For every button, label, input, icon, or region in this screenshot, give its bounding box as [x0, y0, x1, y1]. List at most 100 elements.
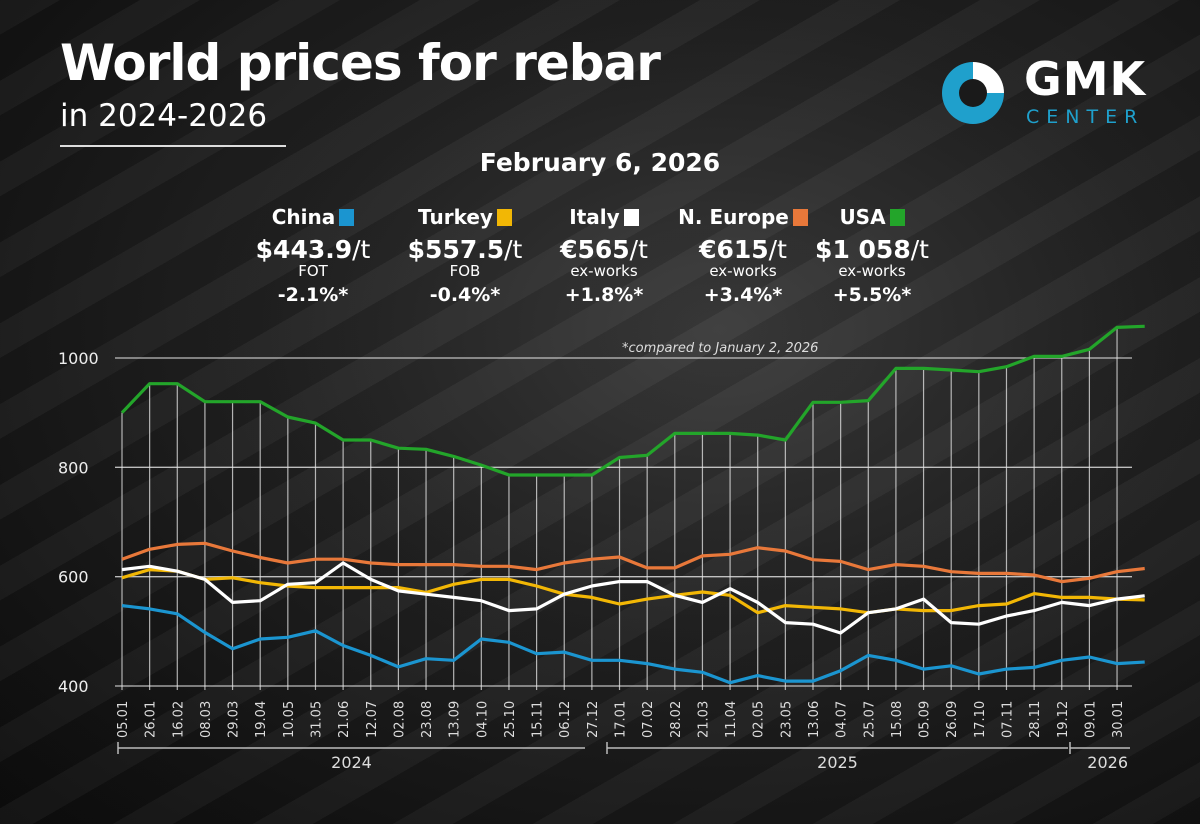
price-unit: /t	[910, 235, 929, 264]
x-tick-label: 16.02	[171, 701, 186, 738]
x-tick-label: 19.12	[1056, 701, 1071, 738]
x-tick-label: 09.01	[1083, 701, 1098, 738]
x-tick-label: 25.07	[862, 701, 877, 738]
x-tick-label: 31.05	[309, 701, 324, 738]
x-tick-label: 17.10	[973, 701, 988, 738]
x-tick-label: 28.11	[1028, 701, 1043, 738]
series-line-turkey	[121, 567, 1145, 615]
x-tick-label: 23.05	[779, 701, 794, 738]
x-tick-label: 26.01	[144, 701, 159, 738]
x-tick-label: 13.09	[448, 701, 463, 738]
x-tick-label: 05.09	[918, 701, 933, 738]
series-line-usa	[120, 324, 1145, 477]
x-tick-label: 11.04	[724, 701, 739, 738]
price-basis: FOB	[449, 262, 481, 280]
comparison-note: *compared to January 2, 2026	[622, 341, 819, 356]
price-change: -2.1%*	[277, 284, 349, 306]
price-basis: ex-works	[570, 262, 638, 280]
legend-item-turkey: Turkey $557.5/t FOB -0.4%*	[385, 205, 545, 306]
legend-label: Italy	[569, 205, 620, 229]
y-tick-label: 600	[58, 568, 89, 587]
x-tick-label: 07.02	[641, 701, 656, 738]
x-tick-label: 12.07	[365, 701, 380, 738]
price-change: -0.4%*	[429, 284, 501, 306]
legend-label: China	[271, 205, 336, 229]
price-currency: €	[699, 235, 717, 264]
legend-name: China	[233, 205, 393, 229]
price-unit: /t	[352, 235, 371, 264]
logo-ring-icon	[942, 62, 1004, 124]
title-underline	[60, 145, 286, 147]
series-line-italy	[121, 561, 1145, 635]
legend-swatch	[339, 209, 355, 226]
legend-price: $443.9/t	[233, 235, 393, 264]
legend-name: Turkey	[385, 205, 545, 229]
year-label: 2025	[817, 753, 858, 772]
x-tick-label: 08.03	[199, 701, 214, 738]
legend-item-n-europe: N. Europe €615/t ex-works +3.4%*	[663, 205, 823, 306]
x-tick-label: 02.08	[392, 701, 407, 738]
legend-name: N. Europe	[663, 205, 823, 229]
x-tick-label: 26.09	[945, 701, 960, 738]
legend-label: N. Europe	[678, 205, 789, 229]
price-basis: ex-works	[838, 262, 906, 280]
x-tick-label: 13.06	[807, 701, 822, 738]
price-basis: ex-works	[709, 262, 777, 280]
price-currency: $	[255, 235, 274, 264]
x-tick-label: 15.11	[531, 701, 546, 738]
legend-price: €565/t	[524, 235, 684, 264]
x-tick-label: 28.02	[669, 701, 684, 738]
legend-price: $557.5/t	[385, 235, 545, 264]
legend-name: Italy	[524, 205, 684, 229]
legend-price: $1 058/t	[792, 235, 952, 264]
price-basis: FOT	[298, 262, 328, 280]
page-title: World prices for rebar	[60, 34, 661, 92]
y-tick-label: 1000	[58, 349, 99, 368]
x-tick-label: 06.12	[558, 701, 573, 738]
legend-swatch	[623, 209, 639, 226]
x-tick-label: 04.07	[835, 701, 850, 738]
x-tick-label: 15.08	[890, 701, 905, 738]
x-tick-label: 19.04	[254, 701, 269, 738]
x-tick-label: 10.05	[282, 701, 297, 738]
legend-item-italy: Italy €565/t ex-works +1.8%*	[524, 205, 684, 306]
x-tick-label: 07.11	[1000, 701, 1015, 738]
legend-label: USA	[839, 205, 886, 229]
price-unit: /t	[629, 235, 648, 264]
year-label: 2026	[1087, 753, 1128, 772]
report-date: February 6, 2026	[479, 148, 721, 177]
legend-name: USA	[792, 205, 952, 229]
legend-label: Turkey	[418, 205, 493, 229]
price-change: +1.8%*	[564, 284, 644, 306]
x-tick-label: 04.10	[475, 701, 490, 738]
x-tick-label: 02.05	[752, 701, 767, 738]
legend-item-china: China $443.9/t FOT -2.1%*	[233, 205, 393, 306]
price-currency: €	[560, 235, 578, 264]
x-tick-label: 23.08	[420, 701, 435, 738]
x-tick-label: 29.03	[227, 701, 242, 738]
price-change: +5.5%*	[832, 284, 912, 306]
x-tick-label: 17.01	[614, 701, 629, 738]
x-tick-label: 25.10	[503, 701, 518, 738]
page-subtitle: in 2024-2026	[60, 98, 268, 134]
x-tick-label: 30.01	[1111, 701, 1126, 738]
price-value: 1 058	[832, 235, 911, 264]
legend-price: €615/t	[663, 235, 823, 264]
series-line-n-europe	[121, 541, 1145, 584]
price-unit: /t	[504, 235, 523, 264]
series-line-china	[121, 604, 1145, 685]
x-tick-label: 21.03	[696, 701, 711, 738]
legend-swatch	[792, 209, 808, 226]
price-currency: $	[407, 235, 426, 264]
y-tick-label: 400	[58, 677, 89, 696]
x-tick-label: 21.06	[337, 701, 352, 738]
price-value: 615	[716, 235, 769, 264]
legend-swatch	[496, 209, 512, 226]
price-change: +3.4%*	[703, 284, 783, 306]
legend-item-usa: USA $1 058/t ex-works +5.5%*	[792, 205, 952, 306]
price-unit: /t	[768, 235, 787, 264]
legend-swatch	[889, 209, 905, 226]
logo-sub-text: CENTER	[1026, 106, 1145, 128]
price-value: 443.9	[273, 235, 353, 264]
